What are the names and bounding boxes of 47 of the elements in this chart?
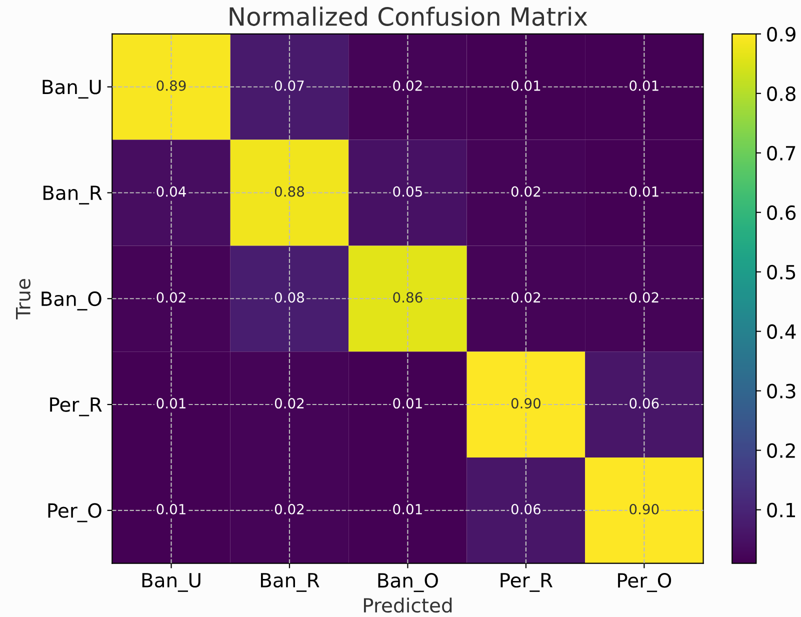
data-label: 0.01	[156, 398, 186, 409]
data-label: 0.90	[511, 398, 540, 409]
data-label: 0.90	[630, 504, 659, 514]
data-label: 0.01	[156, 504, 186, 514]
data-label: 0.89	[156, 80, 186, 91]
x-tick-label: Ban_R	[260, 573, 320, 592]
data-label: 0.02	[393, 80, 422, 91]
data-label: 0.02	[511, 186, 540, 197]
data-label: 0.02	[156, 292, 186, 303]
color-bar-label: 0.8	[767, 86, 796, 102]
chart-title: Normalized Confusion Matrix	[230, 6, 588, 26]
data-label: 0.06	[511, 504, 541, 514]
data-label: 0.02	[630, 292, 658, 303]
data-label: 0.86	[393, 292, 422, 303]
color-bar-label: 0.3	[767, 384, 796, 398]
data-label: 0.07	[274, 80, 304, 91]
y-tick-label: Per_O	[48, 503, 102, 522]
color-bar-label: 0.7	[767, 146, 796, 161]
data-label: 0.08	[274, 292, 304, 303]
color-bar-label: 0.2	[767, 443, 795, 458]
data-label: 0.01	[393, 398, 422, 409]
data-label: 0.05	[393, 186, 422, 197]
data-label: 0.04	[156, 186, 186, 197]
data-label: 0.06	[630, 398, 659, 409]
x-axis-title: Predicted	[364, 598, 452, 613]
color-bar-label: 0.5	[767, 264, 796, 280]
data-label: 0.01	[393, 504, 422, 514]
data-label: 0.01	[511, 80, 540, 91]
x-tick-label: Per_O	[618, 573, 672, 592]
color-bar-label: 0.6	[767, 205, 796, 220]
y-tick-label: Per_R	[50, 397, 102, 416]
x-tick-label: Ban_U	[142, 573, 200, 592]
color-bar-label: 0.1	[767, 502, 795, 518]
y-tick-label: Ban_U	[42, 80, 101, 99]
y-tick-label: Ban_O	[42, 291, 102, 310]
data-label: 0.01	[630, 80, 658, 91]
y-axis-title: True	[16, 279, 30, 320]
color-bar-label: 0.4	[767, 324, 796, 340]
data-label: 0.02	[274, 398, 304, 409]
y-tick-label: Ban_R	[44, 186, 102, 204]
color-bar-label: 0.9	[767, 26, 796, 42]
data-label: 0.02	[274, 504, 304, 514]
x-tick-label: Ban_O	[378, 573, 438, 592]
data-label: 0.01	[630, 186, 658, 197]
x-tick-label: Per_R	[500, 573, 552, 592]
data-label: 0.88	[274, 186, 304, 197]
data-label: 0.02	[511, 292, 540, 303]
